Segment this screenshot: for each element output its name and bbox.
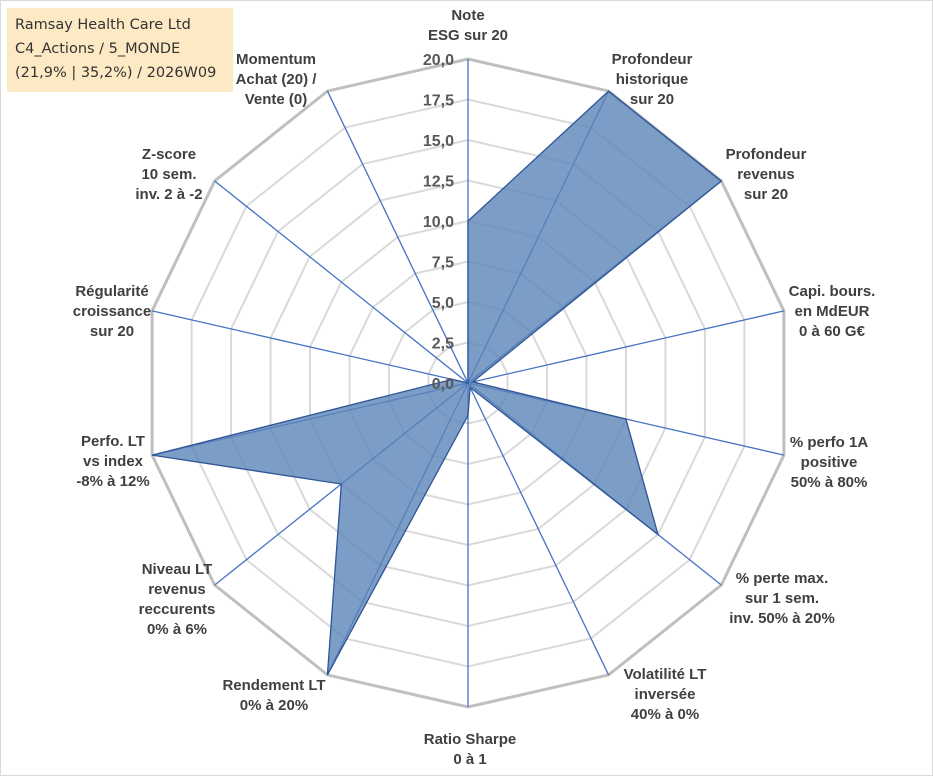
axis-label-line: croissance xyxy=(73,303,151,320)
chart-title-box: Ramsay Health Care Ltd C4_Actions / 5_MO… xyxy=(7,8,233,92)
axis-label-line: Z-score xyxy=(142,146,196,163)
axis-label-8: Ratio Sharpe 0 à 1 xyxy=(424,731,517,768)
axis-label-line: 40% à 0% xyxy=(631,706,699,723)
radar-tick-labels: 0,0 2,5 5,0 7,5 10,0 12,5 15,0 17,5 20,0 xyxy=(423,52,454,393)
radar-axis-labels: Note ESG sur 20 Profondeur historique sur 20… xyxy=(73,7,876,768)
axis-label-10: Niveau LT revenus reccurents 0% à 6% xyxy=(139,561,216,638)
axis-label-14: Momentum Achat (20) / Vente (0) xyxy=(236,51,318,108)
company-name: Ramsay Health Care Ltd xyxy=(15,17,191,33)
axis-label-1: Note ESG sur 20 xyxy=(428,7,508,44)
axis-spoke-14 xyxy=(326,90,469,384)
axis-label-line: en MdEUR xyxy=(795,303,870,320)
axis-label-2: Profondeur historique sur 20 xyxy=(612,51,693,108)
axis-label-line: Régularité xyxy=(75,283,148,300)
radar-series xyxy=(151,90,723,676)
axis-label-line: Vente (0) xyxy=(245,91,308,108)
portfolio-category: C4_Actions / 5_MONDE xyxy=(15,41,181,57)
axis-label-line: Achat (20) / xyxy=(236,71,318,88)
axis-spoke-13 xyxy=(214,180,469,384)
axis-label-line: Note xyxy=(451,7,484,24)
axis-label-9: Rendement LT 0% à 20% xyxy=(222,677,325,714)
axis-label-4: Capi. bours. en MdEUR 0 à 60 G€ xyxy=(789,283,876,340)
axis-label-line: sur 20 xyxy=(630,91,674,108)
axis-label-line: inv. 50% à 20% xyxy=(729,610,835,627)
axis-label-line: Rendement LT xyxy=(222,677,325,694)
axis-label-line: Profondeur xyxy=(726,146,807,163)
performance-period: (21,9% | 35,2%) / 2026W09 xyxy=(15,65,217,81)
axis-label-line: ESG sur 20 xyxy=(428,27,508,44)
axis-label-line: Volatilité LT xyxy=(624,666,707,683)
axis-label-line: historique xyxy=(616,71,689,88)
axis-label-line: Momentum xyxy=(236,51,316,68)
axis-label-7: Volatilité LT inversée 40% à 0% xyxy=(624,666,707,723)
r-tick-label: 7,5 xyxy=(432,255,454,272)
axis-label-13: Z-score 10 sem. inv. 2 à -2 xyxy=(135,146,202,203)
axis-label-line: -8% à 12% xyxy=(76,473,149,490)
r-tick-label: 20,0 xyxy=(423,52,454,69)
axis-label-line: 0 à 60 G€ xyxy=(799,323,866,340)
axis-label-line: % perfo 1A xyxy=(790,434,869,451)
axis-label-line: 10 sem. xyxy=(141,166,196,183)
axis-label-line: sur 1 sem. xyxy=(745,590,819,607)
axis-label-line: sur 20 xyxy=(744,186,788,203)
axis-label-line: inv. 2 à -2 xyxy=(135,186,202,203)
axis-label-line: revenus xyxy=(737,166,795,183)
axis-label-line: Capi. bours. xyxy=(789,283,876,300)
axis-spoke-7 xyxy=(467,382,610,676)
axis-spoke-12 xyxy=(151,310,469,384)
axis-label-line: vs index xyxy=(83,453,144,470)
r-tick-label: 5,0 xyxy=(432,295,454,312)
axis-label-line: 0% à 20% xyxy=(240,697,308,714)
axis-label-12: Régularité croissance sur 20 xyxy=(73,283,151,340)
r-tick-label: 17,5 xyxy=(423,93,454,110)
r-tick-label: 15,0 xyxy=(423,133,454,150)
axis-label-line: Perfo. LT xyxy=(81,433,145,450)
axis-label-line: 0% à 6% xyxy=(147,621,207,638)
axis-label-11: Perfo. LT vs index -8% à 12% xyxy=(76,433,149,490)
r-tick-label: 2,5 xyxy=(432,336,454,353)
axis-label-line: revenus xyxy=(148,581,206,598)
r-tick-label: 12,5 xyxy=(423,174,454,191)
axis-label-line: 0 à 1 xyxy=(453,751,486,768)
r-tick-label: 10,0 xyxy=(423,214,454,231)
axis-spoke-4 xyxy=(467,310,785,384)
axis-label-3: Profondeur revenus sur 20 xyxy=(726,146,807,203)
axis-label-line: Profondeur xyxy=(612,51,693,68)
axis-label-5: % perfo 1A positive 50% à 80% xyxy=(790,434,869,491)
axis-label-line: inversée xyxy=(635,686,696,703)
r-tick-label: 0,0 xyxy=(432,376,454,393)
axis-label-line: positive xyxy=(801,454,858,471)
series-area xyxy=(151,90,723,676)
axis-label-line: sur 20 xyxy=(90,323,134,340)
axis-label-6: % perte max. sur 1 sem. inv. 50% à 20% xyxy=(729,570,835,627)
axis-label-line: reccurents xyxy=(139,601,216,618)
axis-label-line: % perte max. xyxy=(736,570,829,587)
axis-label-line: Ratio Sharpe xyxy=(424,731,517,748)
axis-label-line: 50% à 80% xyxy=(791,474,868,491)
axis-label-line: Niveau LT xyxy=(142,561,213,578)
